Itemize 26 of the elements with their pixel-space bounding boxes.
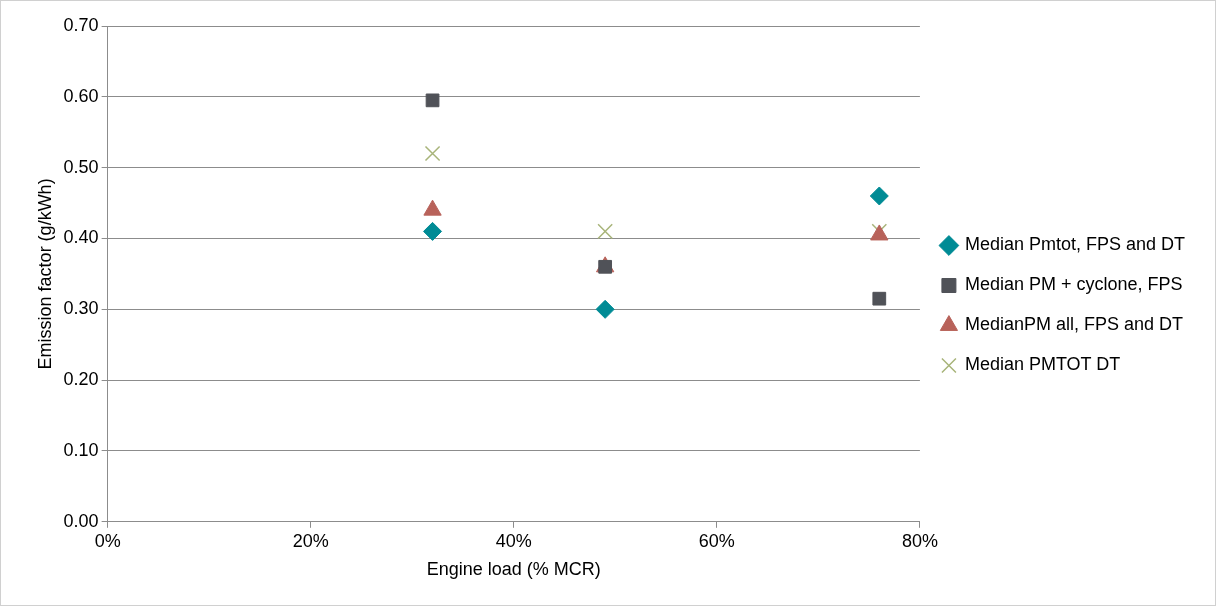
y-tick-label: 0.70 bbox=[63, 14, 99, 35]
x-tick-label: 20% bbox=[292, 530, 329, 551]
point bbox=[425, 93, 440, 108]
point bbox=[869, 186, 889, 206]
y-tick-label: 0.20 bbox=[63, 369, 99, 390]
y-tick-label: 0.40 bbox=[63, 227, 99, 248]
legend-label: MedianPM all, FPS and DT bbox=[964, 314, 1184, 335]
point bbox=[423, 221, 443, 241]
point bbox=[595, 299, 615, 319]
point bbox=[424, 145, 441, 162]
y-tick-label: 0.10 bbox=[63, 439, 99, 460]
x-axis-title: Engine load (% MCR) bbox=[426, 559, 601, 580]
y-tick-label: 0.60 bbox=[63, 85, 99, 106]
y-tick-label: 0.50 bbox=[63, 156, 99, 177]
x-tick-label: 40% bbox=[495, 530, 532, 551]
y-tick-label: 0.30 bbox=[63, 298, 99, 319]
y-tick-label: 0.00 bbox=[63, 510, 99, 531]
point bbox=[597, 223, 613, 240]
legend-label: Median Pmtot, FPS and DT bbox=[964, 234, 1186, 255]
x-tick-label: 60% bbox=[698, 530, 735, 551]
x-tick-label: 80% bbox=[901, 530, 938, 551]
y-axis-title: Emission factor (g/kWh) bbox=[34, 178, 55, 370]
legend-label: Median PMTOT DT bbox=[964, 354, 1121, 375]
x-tick-label: 0% bbox=[94, 530, 121, 551]
point bbox=[872, 291, 887, 306]
legend-label: Median PM + cyclone, FPS bbox=[964, 274, 1183, 295]
